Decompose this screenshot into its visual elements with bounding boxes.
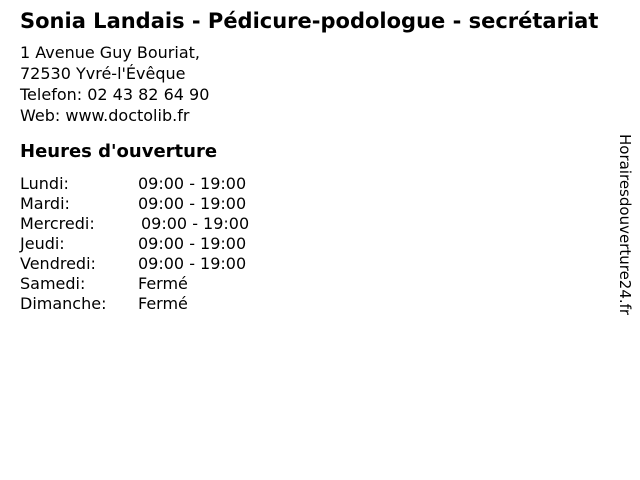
web-url: www.doctolib.fr [65,106,190,125]
day-label: Jeudi: [20,234,65,253]
day-label: Dimanche: [20,294,107,313]
hours-row-wednesday: Mercredi: 09:00 - 19:00 [20,214,249,234]
page-title: Sonia Landais - Pédicure-podologue - sec… [20,9,599,33]
web-line: Web: www.doctolib.fr [20,105,209,126]
watermark-vertical-text: Horairesdouverture24.fr [616,134,634,316]
hours-row-thursday: Jeudi: 09:00 - 19:00 [20,234,249,254]
time-value: Fermé [138,274,188,293]
web-label: Web: [20,106,61,125]
phone-line: Telefon: 02 43 82 64 90 [20,84,209,105]
hours-row-tuesday: Mardi: 09:00 - 19:00 [20,194,249,214]
day-label: Samedi: [20,274,86,293]
contact-block: 1 Avenue Guy Bouriat, 72530 Yvré-l'Évêqu… [20,42,209,126]
day-label: Vendredi: [20,254,96,273]
phone-number: 02 43 82 64 90 [87,85,210,104]
day-label: Lundi: [20,174,69,193]
hours-row-saturday: Samedi: Fermé [20,274,249,294]
address-line-2: 72530 Yvré-l'Évêque [20,64,186,83]
time-value: Fermé [138,294,188,313]
opening-hours-table: Lundi: 09:00 - 19:00 Mardi: 09:00 - 19:0… [20,174,249,314]
time-value: 09:00 - 19:00 [138,194,247,213]
phone-label: Telefon: [20,85,83,104]
day-label: Mercredi: [20,214,95,233]
day-label: Mardi: [20,194,70,213]
time-value: 09:00 - 19:00 [138,254,247,273]
opening-hours-heading: Heures d'ouverture [20,141,218,162]
hours-row-sunday: Dimanche: Fermé [20,294,249,314]
time-value: 09:00 - 19:00 [138,234,247,253]
time-value: 09:00 - 19:00 [141,214,250,233]
hours-row-friday: Vendredi: 09:00 - 19:00 [20,254,249,274]
address-line-1: 1 Avenue Guy Bouriat, [20,43,200,62]
hours-row-monday: Lundi: 09:00 - 19:00 [20,174,249,194]
time-value: 09:00 - 19:00 [138,174,247,193]
